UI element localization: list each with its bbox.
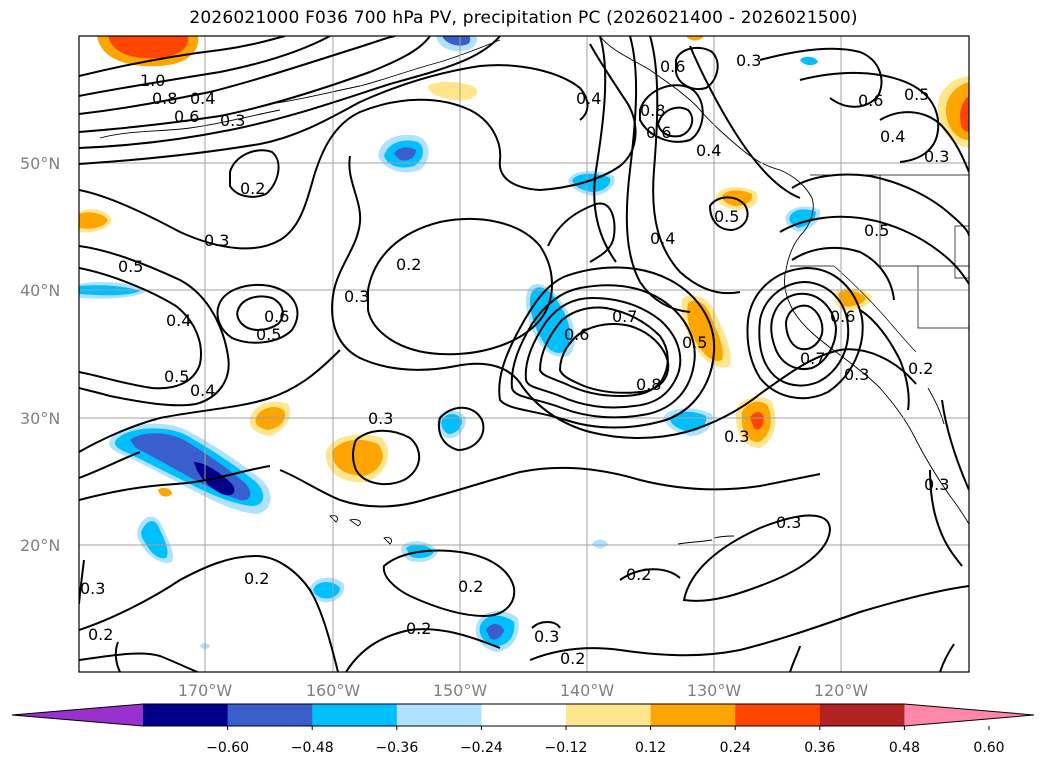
contour-label: 0.5 xyxy=(714,207,739,226)
contour-label: 0.3 xyxy=(80,579,105,598)
contour-label: 0.3 xyxy=(924,475,949,494)
contour-label: 0.3 xyxy=(344,287,369,306)
colorbar-swatch xyxy=(396,704,482,726)
contour-label: 0.8 xyxy=(640,101,665,120)
contour-label: 0.7 xyxy=(612,307,637,326)
contour-label: 0.2 xyxy=(88,625,113,644)
contour-label: 0.4 xyxy=(880,127,905,146)
map-frame xyxy=(78,35,970,673)
contour-label: 0.2 xyxy=(560,649,585,668)
contour-label: 0.3 xyxy=(368,409,393,428)
contour-label: 0.4 xyxy=(190,381,215,400)
lon-label: 140°W xyxy=(560,681,615,700)
precipitation-shading xyxy=(79,36,969,652)
contour-label: 0.8 xyxy=(636,375,661,394)
colorbar-swatch xyxy=(227,704,313,726)
map-layers: 1.0 0.8 0.6 0.4 0.3 0.2 0.3 0.5 0.4 0.5 … xyxy=(79,36,969,672)
colorbar-tick-label: 0.48 xyxy=(889,740,920,756)
lon-label: 150°W xyxy=(433,681,488,700)
contour-label: 0.5 xyxy=(682,333,707,352)
contour-label: 0.6 xyxy=(830,307,855,326)
colorbar-left-extension xyxy=(12,704,143,726)
colorbar-swatch xyxy=(481,704,567,726)
contour-label: 0.5 xyxy=(864,221,889,240)
lon-label: 130°W xyxy=(687,681,742,700)
contour-label: 0.3 xyxy=(220,111,245,130)
contour-label: 0.3 xyxy=(844,365,869,384)
contour-label: 0.3 xyxy=(534,627,559,646)
colorbar-tick-label: −0.36 xyxy=(375,740,418,756)
pv-contours xyxy=(79,36,969,672)
contour-label: 0.8 xyxy=(152,89,177,108)
colorbar-tick-label: −0.12 xyxy=(545,740,588,756)
map-plot-area xyxy=(79,36,969,672)
colorbar-tick-label: −0.60 xyxy=(206,740,249,756)
latitude-labels: 50°N 40°N 30°N 20°N xyxy=(20,154,60,555)
lat-label: 50°N xyxy=(20,154,60,173)
lon-label: 160°W xyxy=(306,681,361,700)
contour-label: 0.4 xyxy=(576,89,601,108)
contour-label: 0.4 xyxy=(190,89,215,108)
coastlines xyxy=(99,36,969,545)
colorbar-outline xyxy=(11,703,1035,727)
colorbar-swatch xyxy=(650,704,736,726)
contour-label: 0.6 xyxy=(174,107,199,126)
colorbar-swatch xyxy=(735,704,821,726)
contour-label: 0.6 xyxy=(660,57,685,76)
colorbar-right-extension xyxy=(904,704,1034,726)
contour-label: 0.4 xyxy=(166,311,191,330)
contour-label: 0.3 xyxy=(204,231,229,250)
contour-label: 0.5 xyxy=(118,257,143,276)
colorbar-tick-label: −0.48 xyxy=(291,740,334,756)
colorbar-swatch xyxy=(143,704,229,726)
lat-label: 30°N xyxy=(20,409,60,428)
contour-label: 0.6 xyxy=(264,307,289,326)
contour-label: 0.2 xyxy=(458,577,483,596)
colorbar-tick-label: 0.60 xyxy=(973,740,1004,756)
contour-label: 0.5 xyxy=(256,325,281,344)
contour-labels: 1.0 0.8 0.6 0.4 0.3 0.2 0.3 0.5 0.4 0.5 … xyxy=(80,51,949,668)
map-title: 2026021000 F036 700 hPa PV, precipitatio… xyxy=(189,8,858,28)
contour-label: 0.2 xyxy=(908,359,933,378)
colorbar-tick-label: −0.24 xyxy=(460,740,503,756)
colorbar-swatch xyxy=(566,704,652,726)
lon-label: 120°W xyxy=(814,681,869,700)
contour-label: 0.5 xyxy=(904,85,929,104)
colorbar-swatch xyxy=(819,704,905,726)
contour-label: 0.3 xyxy=(736,51,761,70)
lat-label: 20°N xyxy=(20,536,60,555)
contour-label: 0.3 xyxy=(776,513,801,532)
contour-label: 0.3 xyxy=(924,147,949,166)
contour-label: 0.4 xyxy=(650,229,675,248)
colorbar-tick-label: 0.24 xyxy=(720,740,751,756)
contour-label: 0.2 xyxy=(406,619,431,638)
contour-label: 0.5 xyxy=(164,367,189,386)
contour-label: 1.0 xyxy=(140,71,165,90)
contour-label: 0.2 xyxy=(244,569,269,588)
contour-label: 0.3 xyxy=(724,427,749,446)
colorbar-tick-label: 0.36 xyxy=(804,740,835,756)
contour-label: 0.4 xyxy=(696,141,721,160)
contour-label: 0.2 xyxy=(240,179,265,198)
contour-label: 0.6 xyxy=(858,91,883,110)
contour-label: 0.7 xyxy=(800,349,825,368)
longitude-labels: 170°W 160°W 150°W 140°W 130°W 120°W xyxy=(178,681,869,700)
colorbar-swatch xyxy=(312,704,398,726)
contour-label: 0.2 xyxy=(396,255,421,274)
contour-label: 0.6 xyxy=(646,123,671,142)
lon-label: 170°W xyxy=(178,681,233,700)
colorbar: −0.60 −0.48 −0.36 −0.24 −0.12 0.12 0.24 0.36 0.4… xyxy=(11,703,1035,756)
lat-label: 40°N xyxy=(20,281,60,300)
contour-label: 0.6 xyxy=(564,325,589,344)
contour-label: 0.2 xyxy=(626,565,651,584)
colorbar-tick-label: 0.12 xyxy=(635,740,666,756)
